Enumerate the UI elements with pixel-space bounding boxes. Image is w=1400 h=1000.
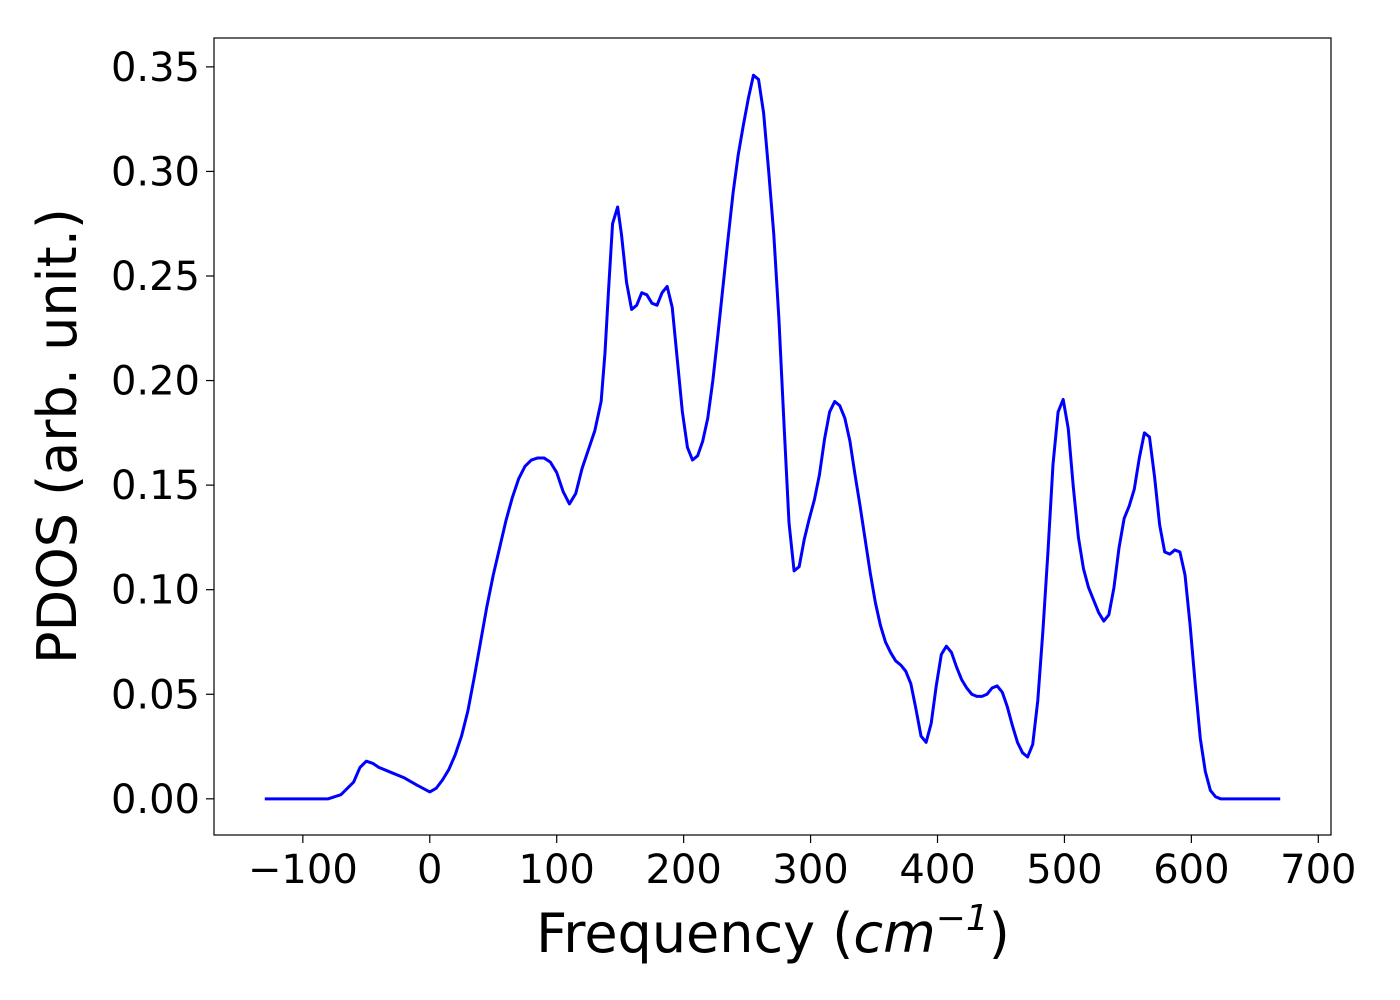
x-tick-label: 100 <box>519 847 595 893</box>
x-tick-label: 0 <box>417 847 442 893</box>
x-tick-label: −100 <box>248 847 358 893</box>
x-tick-label: 300 <box>772 847 848 893</box>
x-tick-label: 400 <box>899 847 975 893</box>
x-label-unit: cm <box>853 902 935 965</box>
y-tick-label: 0.05 <box>111 672 200 718</box>
plot-frame <box>213 37 1332 836</box>
y-tick-label: 0.10 <box>111 568 200 614</box>
y-tick-label: 0.25 <box>111 254 200 300</box>
y-tick-label: 0.00 <box>111 777 200 823</box>
y-tick-label: 0.30 <box>111 149 200 195</box>
x-tick-label: 500 <box>1026 847 1102 893</box>
y-tick-label: 0.15 <box>111 463 200 509</box>
y-tick-label: 0.35 <box>111 45 200 91</box>
x-tick-label: 700 <box>1280 847 1356 893</box>
line-series <box>264 73 1281 801</box>
x-label-text: Frequency ( <box>536 902 853 965</box>
x-label-exponent: −1 <box>936 898 989 939</box>
y-axis-label: PDOS (arb. unit.) <box>26 208 89 664</box>
x-tick-label: 600 <box>1153 847 1229 893</box>
y-tick-label: 0.20 <box>111 359 200 405</box>
x-tick-label: 200 <box>645 847 721 893</box>
x-axis-label: Frequency (cm−1) <box>536 898 1010 965</box>
x-label-close: ) <box>989 902 1010 965</box>
